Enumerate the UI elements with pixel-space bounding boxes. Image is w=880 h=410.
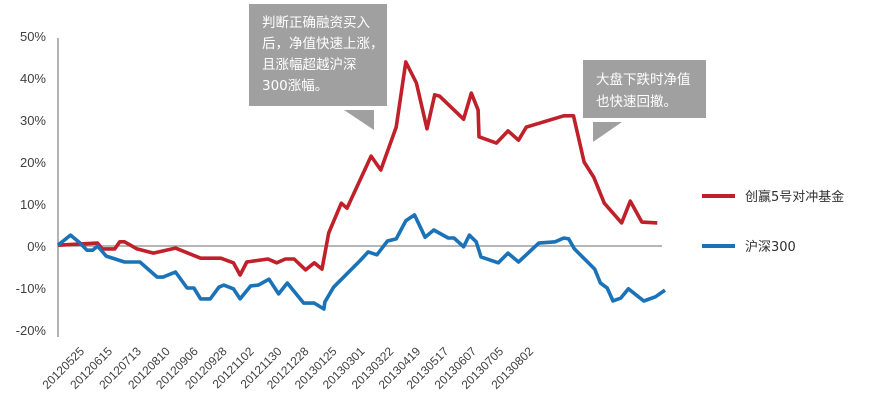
callout-buy-line: 后，净值快速上涨，: [262, 36, 384, 52]
callout-drop: 大盘下跌时净值也快速回撤。: [583, 60, 706, 142]
series-lines: [56, 60, 667, 311]
svg-text:大盘下跌时净值也快速回撤。: 大盘下跌时净值也快速回撤。: [596, 71, 691, 110]
callout-buy-line: 300涨幅。: [262, 78, 328, 94]
y-tick-label: 40%: [20, 71, 46, 86]
legend-label-csi300: 沪深300: [745, 239, 796, 255]
y-tick-label: 30%: [20, 113, 46, 128]
callout-drop-pointer: [593, 122, 622, 142]
legend: 创赢5号对冲基金 沪深300: [702, 189, 844, 255]
y-tick-label: 10%: [20, 197, 46, 212]
x-axis-ticks: 2012052520120615201207132012081020120906…: [39, 344, 536, 392]
callout-buy-line: 判断正确融资买入: [262, 15, 370, 31]
series-line-fund: [57, 60, 658, 277]
callout-buy: 判断正确融资买入后，净值快速上涨， 且涨幅超越沪深 300涨幅。: [249, 4, 387, 130]
callout-buy-line: 且涨幅超越沪深: [262, 57, 357, 73]
callout-drop-line: 大盘下跌时净值: [596, 71, 691, 88]
callout-buy-pointer: [344, 110, 374, 130]
legend-label-fund: 创赢5号对冲基金: [745, 189, 844, 205]
callout-drop-line: 也快速回撤。: [596, 94, 677, 110]
callout-drop-box: [583, 60, 706, 118]
y-tick-label: -20%: [16, 323, 47, 338]
callout-buy-box: [249, 4, 387, 106]
y-tick-label: 20%: [20, 155, 46, 170]
y-tick-label: -10%: [16, 281, 47, 296]
y-axis-ticks: 50% 40% 30% 20% 10% 0% -10% -20%: [16, 29, 47, 338]
series-line-csi300: [56, 213, 667, 311]
y-tick-label: 0%: [27, 239, 46, 254]
y-tick-label: 50%: [20, 29, 46, 44]
